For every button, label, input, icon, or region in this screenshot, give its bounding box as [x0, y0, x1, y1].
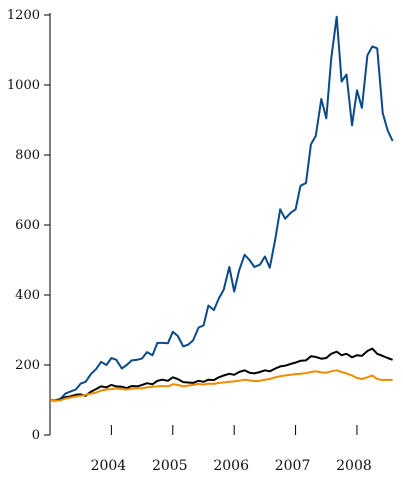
series-line-1 [49, 15, 394, 402]
x-tick-label: 2004 [91, 458, 127, 474]
y-tick-label: 1000 [7, 78, 40, 93]
x-tick-label: 2005 [152, 458, 188, 474]
y-axis: 0 200 400 600 800 1000 1200 [7, 8, 51, 443]
x-axis: 2004 2005 2006 2007 2008 [91, 425, 372, 474]
series-line-3 [49, 369, 393, 402]
y-tick-label: 400 [15, 288, 40, 303]
x-tick-label: 2007 [275, 458, 311, 474]
x-tick-label: 2006 [213, 458, 249, 474]
plot-area [49, 15, 394, 402]
y-tick-label: 800 [15, 148, 40, 163]
y-tick-label: 200 [15, 358, 40, 373]
y-tick-label: 1200 [7, 8, 40, 23]
x-tick-label: 2008 [336, 458, 372, 474]
y-tick-label: 600 [15, 218, 40, 233]
y-tick-label: 0 [32, 428, 40, 443]
series-line-2 [49, 347, 393, 402]
